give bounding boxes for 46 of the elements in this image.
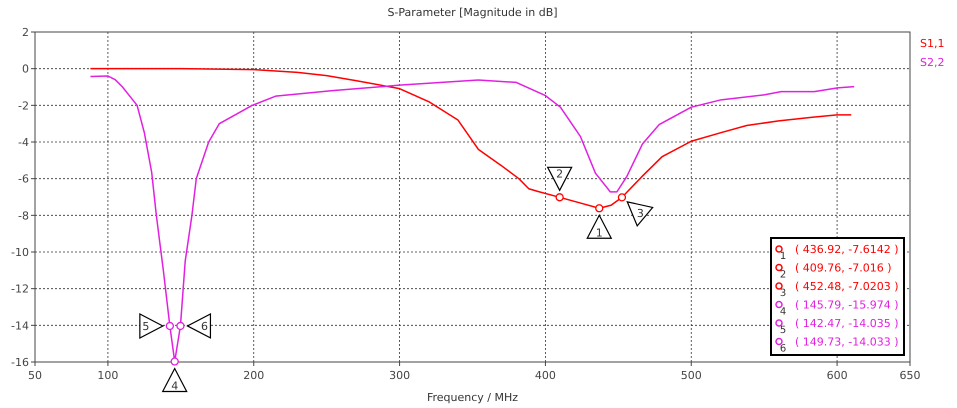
text: 5	[780, 325, 786, 336]
y-tick-label: -14	[11, 319, 29, 332]
chart-title: S-Parameter [Magnitude in dB]	[387, 6, 558, 19]
text: 3	[780, 288, 786, 299]
point	[176, 322, 185, 330]
y-tick-label: -4	[18, 136, 29, 149]
text: S1,1	[920, 37, 944, 50]
point	[618, 193, 626, 202]
text: 2	[780, 270, 786, 280]
annotation: 1	[596, 226, 603, 240]
text: 6	[780, 344, 786, 354]
y-tick-label: 2	[22, 26, 29, 39]
y-tick-label: 0	[22, 62, 29, 76]
annotation: 3	[636, 206, 644, 220]
x-tick-label: 50	[28, 369, 42, 382]
annotation: ( 436.92, -7.6142 )	[795, 243, 899, 256]
y-tick-label: -10	[11, 246, 29, 259]
annotation: ( 409.76, -7.016 )	[795, 262, 892, 274]
point	[556, 193, 564, 202]
text: 1	[780, 251, 786, 262]
x-tick-label: 300	[389, 369, 410, 382]
annotation: 4	[171, 380, 178, 393]
y-tick-label: -6	[18, 172, 29, 186]
annotation: ( 145.79, -15.974 )	[795, 298, 899, 312]
y-tick-label: -8	[18, 209, 29, 222]
y-tick-label: -2	[18, 99, 29, 112]
y-tick-label: -12	[11, 282, 29, 296]
x-tick-label: 500	[680, 369, 702, 382]
annotation: ( 142.47, -14.035 )	[795, 317, 899, 330]
annotation: ( 452.48, -7.0203 )	[795, 280, 899, 293]
point	[595, 204, 604, 212]
x-tick-label: 200	[243, 369, 264, 382]
text: 4	[780, 306, 786, 318]
annotation: ( 149.73, -14.033 )	[795, 336, 899, 348]
annotation: 5	[142, 320, 150, 333]
x-tick-label: 400	[534, 369, 556, 382]
x-axis-title: Frequency / MHz	[426, 391, 518, 404]
x-tick-label: 650	[900, 369, 920, 382]
annotation: 6	[200, 320, 208, 333]
x-tick-label: 100	[97, 369, 118, 382]
annotation: 2	[556, 167, 564, 180]
text: S2,2	[920, 56, 944, 69]
y-tick-label: -16	[11, 356, 29, 369]
point	[166, 322, 174, 330]
point	[170, 357, 179, 366]
x-tick-label: 600	[826, 369, 848, 382]
